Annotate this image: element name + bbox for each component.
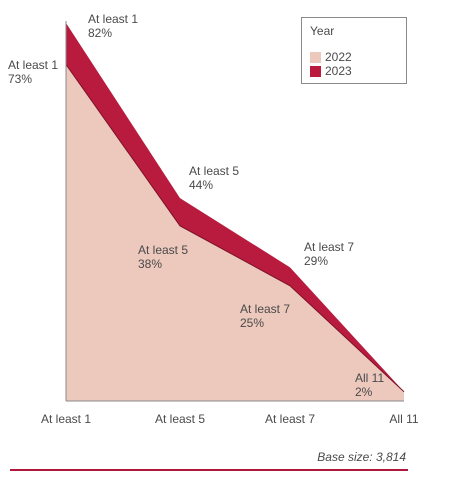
legend-title: Year	[310, 24, 335, 38]
legend-swatch-2022	[310, 51, 321, 63]
data-label-2023: At least 182%	[88, 12, 138, 40]
base-size-note: Base size: 3,814	[317, 450, 406, 464]
data-label-2022: At least 538%	[138, 243, 188, 271]
legend-swatch-2023	[310, 65, 321, 77]
data-label-2022: At least 725%	[240, 302, 290, 330]
data-label-line: 44%	[189, 178, 213, 192]
data-labels: At least 182%At least 544%At least 729%A…	[8, 12, 384, 399]
x-tick-label: At least 7	[265, 412, 315, 426]
data-label-line: At least 1	[88, 12, 138, 26]
data-label-line: 38%	[138, 257, 162, 271]
x-tick-label: At least 5	[155, 412, 205, 426]
data-label-line: 25%	[240, 316, 264, 330]
data-label-line: At least 5	[189, 164, 239, 178]
chart-areas	[65, 23, 405, 402]
data-label-line: At least 5	[138, 243, 188, 257]
data-label-line: At least 7	[240, 302, 290, 316]
data-label-2022: At least 173%	[8, 58, 58, 86]
line-2022	[65, 64, 405, 393]
data-label-line: 82%	[88, 26, 112, 40]
data-label-line: All 11	[355, 371, 384, 385]
data-label-line: 2%	[355, 385, 373, 399]
data-label-2022: All 112%	[355, 371, 384, 399]
data-label-line: 29%	[304, 254, 328, 268]
legend-label-2023: 2023	[325, 64, 352, 78]
legend: Year 2022 2023	[301, 17, 407, 84]
legend-item-2023: 2023	[310, 64, 352, 78]
data-label-line: At least 1	[8, 58, 58, 72]
data-label-line: At least 7	[304, 240, 354, 254]
data-label-2023: At least 729%	[304, 240, 354, 268]
area-2022	[66, 64, 404, 402]
x-tick-label: All 11	[389, 412, 418, 426]
chart-axes	[65, 21, 404, 402]
data-label-2023: At least 544%	[189, 164, 239, 192]
x-tick-label: At least 1	[41, 412, 91, 426]
footer-divider	[10, 469, 408, 471]
area-2023	[66, 23, 404, 392]
data-label-line: 73%	[8, 72, 32, 86]
legend-item-2022: 2022	[310, 50, 352, 64]
x-axis-ticks: At least 1 At least 5 At least 7 All 11	[41, 412, 419, 426]
legend-label-2022: 2022	[325, 50, 352, 64]
